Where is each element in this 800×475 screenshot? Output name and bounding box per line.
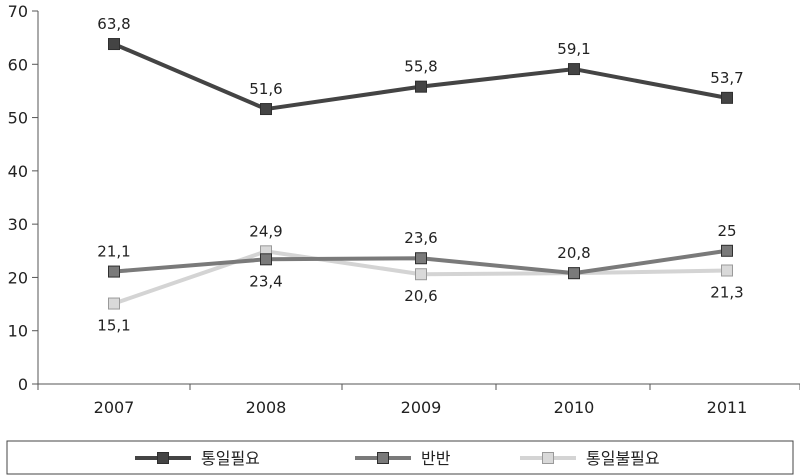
series-marker	[260, 103, 272, 116]
y-tick-label: 20	[8, 268, 28, 287]
x-tick-label: 2010	[554, 398, 595, 417]
y-tick-label: 60	[8, 55, 28, 74]
legend: 통일필요 반반 통일불필요	[6, 440, 794, 475]
legend-marker	[542, 452, 554, 464]
x-tick-label: 2008	[246, 398, 287, 417]
data-label: 23,6	[404, 229, 437, 247]
data-label: 53,7	[710, 69, 743, 87]
series-layer	[108, 38, 733, 310]
data-label: 51,6	[249, 80, 282, 98]
legend-label: 통일필요	[201, 449, 260, 468]
series-marker	[721, 264, 733, 277]
x-tick-label: 2011	[707, 398, 748, 417]
series-marker	[721, 91, 733, 104]
x-tick-label: 2009	[401, 398, 442, 417]
data-label: 55,8	[404, 58, 437, 76]
series-marker	[108, 38, 120, 51]
y-tick-label: 70	[8, 2, 28, 21]
y-tick-label: 30	[8, 215, 28, 234]
axes: 0 10 20 30 40 50 60 70 2007 2008 2009 2010 2011	[8, 2, 800, 417]
data-label: 20,6	[404, 287, 437, 305]
series-marker	[568, 63, 580, 76]
y-tick-label: 40	[8, 162, 28, 181]
legend-label: 반반	[421, 449, 451, 468]
data-label: 20,8	[557, 244, 590, 262]
series-marker	[108, 297, 120, 310]
y-tick-label: 0	[18, 375, 28, 394]
series-marker	[415, 252, 427, 265]
data-label: 23,4	[249, 272, 282, 290]
y-tick-label: 50	[8, 109, 28, 128]
data-label: 21,3	[710, 284, 743, 302]
data-label: 24,9	[249, 222, 282, 240]
series-marker	[415, 80, 427, 93]
data-labels: 63,8 51,6 55,8 59,1 53,7 21,1 23,4 23,6 20,8 25 15…	[97, 15, 743, 335]
data-label: 21,1	[97, 243, 130, 261]
series-marker	[568, 267, 580, 280]
series-marker	[260, 253, 272, 266]
x-tick-label: 2007	[94, 398, 135, 417]
legend-marker	[377, 452, 389, 464]
data-label: 25	[717, 222, 736, 240]
data-label: 59,1	[557, 40, 590, 58]
legend-marker	[157, 452, 169, 464]
data-label: 63,8	[97, 15, 130, 33]
series-marker	[415, 268, 427, 281]
series-marker	[721, 244, 733, 257]
data-label: 15,1	[97, 317, 130, 335]
series-line	[113, 42, 728, 112]
legend-label: 통일불필요	[586, 449, 660, 468]
series-marker	[108, 265, 120, 278]
y-tick-label: 10	[8, 322, 28, 341]
